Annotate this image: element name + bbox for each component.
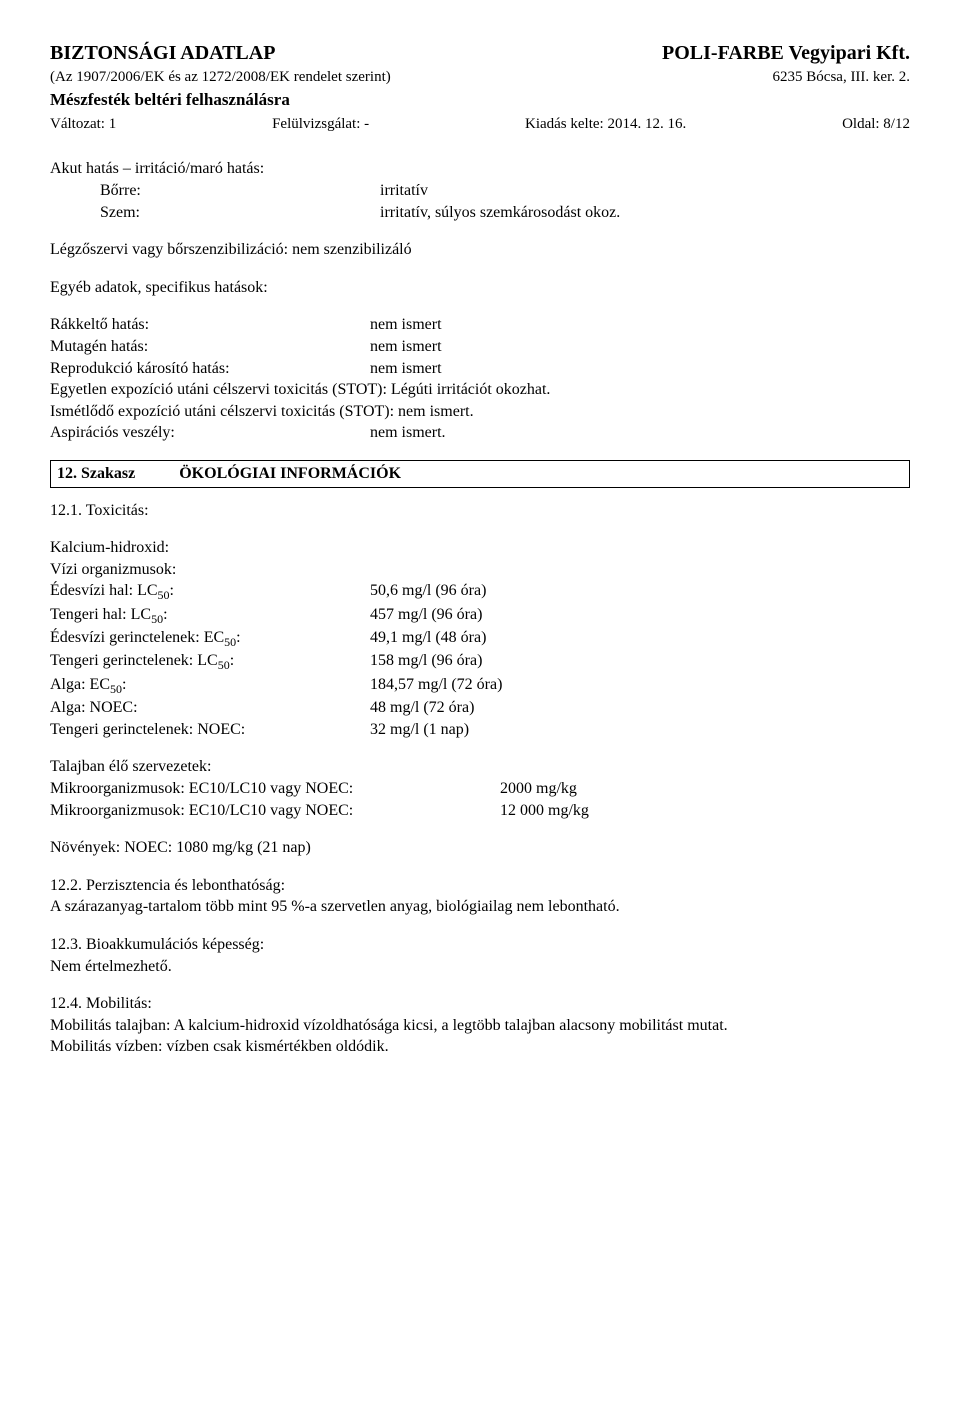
sw-inv-value: 158 mg/l (96 óra) xyxy=(370,650,482,673)
tox-aquatic-heading: Vízi organizmusok: xyxy=(50,559,910,581)
eye-label: Szem: xyxy=(50,202,380,224)
tox-substance: Kalcium-hidroxid: xyxy=(50,537,910,559)
sw-fish-label: Tengeri hal: LC50: xyxy=(50,604,370,627)
aspiration-label: Aspirációs veszély: xyxy=(50,422,370,444)
micro1-label: Mikroorganizmusok: EC10/LC10 vagy NOEC: xyxy=(50,778,500,800)
section-12-title: ÖKOLÓGIAI INFORMÁCIÓK xyxy=(179,465,401,482)
micro2-value: 12 000 mg/kg xyxy=(500,800,589,822)
mut-value: nem ismert xyxy=(370,336,442,358)
other-heading: Egyéb adatok, specifikus hatások: xyxy=(50,277,910,299)
carc-value: nem ismert xyxy=(370,314,442,336)
page-number: Oldal: 8/12 xyxy=(842,114,910,134)
s123-heading: 12.3. Bioakkumulációs képesség: xyxy=(50,934,910,956)
sw-fish-value: 457 mg/l (96 óra) xyxy=(370,604,482,627)
soil-heading: Talajban élő szervezetek: xyxy=(50,756,910,778)
s124-text1: Mobilitás talajban: A kalcium-hidroxid v… xyxy=(50,1015,910,1037)
s124-text2: Mobilitás vízben: vízben csak kismértékb… xyxy=(50,1036,910,1058)
alga-ec-label: Alga: EC50: xyxy=(50,674,370,697)
regulation-ref: (Az 1907/2006/EK és az 1272/2008/EK rend… xyxy=(50,67,391,87)
revision-label: Felülvizsgálat: - xyxy=(272,114,369,134)
skin-value: irritatív xyxy=(380,180,428,202)
plants-noec: Növények: NOEC: 1080 mg/kg (21 nap) xyxy=(50,837,910,859)
skin-label: Bőrre: xyxy=(50,180,380,202)
sensitization-text: Légzőszervi vagy bőrszenzibilizáció: nem… xyxy=(50,239,910,261)
acute-heading: Akut hatás – irritáció/maró hatás: xyxy=(50,158,910,180)
carc-label: Rákkeltő hatás: xyxy=(50,314,370,336)
mut-label: Mutagén hatás: xyxy=(50,336,370,358)
aspiration-value: nem ismert. xyxy=(370,422,446,444)
product-name: Mészfesték beltéri felhasználásra xyxy=(50,89,910,112)
sw-inv-noec-label: Tengeri gerinctelenek: NOEC: xyxy=(50,719,370,741)
s123-text: Nem értelmezhető. xyxy=(50,956,910,978)
repro-label: Reprodukció károsító hatás: xyxy=(50,358,370,380)
alga-ec-value: 184,57 mg/l (72 óra) xyxy=(370,674,502,697)
s122-text: A szárazanyag-tartalom több mint 95 %-a … xyxy=(50,896,910,918)
stot-repeat: Ismétlődő expozíció utáni célszervi toxi… xyxy=(50,401,910,423)
alga-noec-label: Alga: NOEC: xyxy=(50,697,370,719)
micro2-label: Mikroorganizmusok: EC10/LC10 vagy NOEC: xyxy=(50,800,500,822)
issue-date: Kiadás kelte: 2014. 12. 16. xyxy=(525,114,686,134)
section-12-number: 12. Szakasz xyxy=(57,465,135,482)
company-name: POLI-FARBE Vegyipari Kft. xyxy=(662,40,910,67)
sw-inv-noec-value: 32 mg/l (1 nap) xyxy=(370,719,469,741)
micro1-value: 2000 mg/kg xyxy=(500,778,577,800)
doc-title: BIZTONSÁGI ADATLAP xyxy=(50,40,275,67)
eye-value: irritatív, súlyos szemkárosodást okoz. xyxy=(380,202,620,224)
fw-fish-label: Édesvízi hal: LC50: xyxy=(50,580,370,603)
section-12-heading: 12. Szakasz ÖKOLÓGIAI INFORMÁCIÓK xyxy=(50,460,910,488)
version-label: Változat: 1 xyxy=(50,114,116,134)
s122-heading: 12.2. Perzisztencia és lebonthatóság: xyxy=(50,875,910,897)
fw-inv-label: Édesvízi gerinctelenek: EC50: xyxy=(50,627,370,650)
sw-inv-label: Tengeri gerinctelenek: LC50: xyxy=(50,650,370,673)
alga-noec-value: 48 mg/l (72 óra) xyxy=(370,697,474,719)
repro-value: nem ismert xyxy=(370,358,442,380)
fw-inv-value: 49,1 mg/l (48 óra) xyxy=(370,627,486,650)
s124-heading: 12.4. Mobilitás: xyxy=(50,993,910,1015)
stot-single: Egyetlen expozíció utáni célszervi toxic… xyxy=(50,379,910,401)
tox-heading: 12.1. Toxicitás: xyxy=(50,500,910,522)
company-address: 6235 Bócsa, III. ker. 2. xyxy=(773,67,910,87)
fw-fish-value: 50,6 mg/l (96 óra) xyxy=(370,580,486,603)
